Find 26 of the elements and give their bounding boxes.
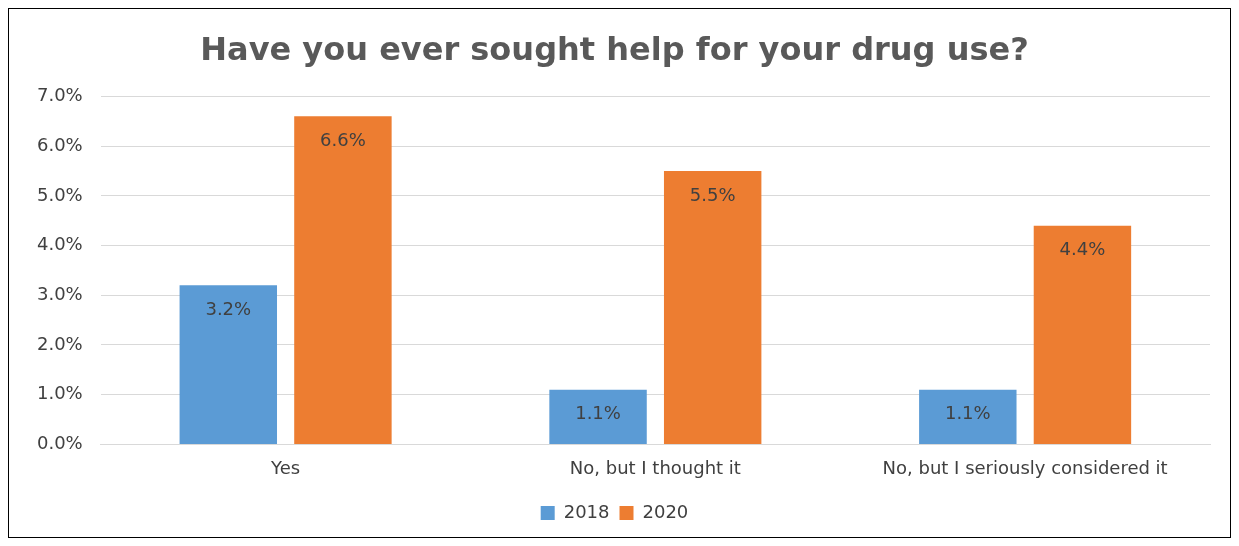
y-tick-label: 4.0% <box>37 233 83 255</box>
data-label: 3.2% <box>205 297 252 319</box>
y-tick-label: 0.0% <box>37 432 83 454</box>
bar <box>179 285 278 444</box>
bar <box>663 170 762 444</box>
bar <box>1033 225 1132 444</box>
x-tick-label: No, but I thought it <box>569 456 741 478</box>
y-tick-label: 7.0% <box>37 84 83 106</box>
y-tick-label: 3.0% <box>37 282 83 304</box>
bar <box>294 116 392 444</box>
data-label: 6.6% <box>320 128 366 150</box>
bar <box>549 389 647 444</box>
x-tick-label: Yes <box>270 456 301 478</box>
y-tick-label: 1.0% <box>37 382 83 404</box>
data-label: 4.4% <box>1059 238 1106 260</box>
bar <box>919 389 1017 444</box>
x-tick-label: No, but I seriously considered it <box>882 456 1168 478</box>
data-label: 1.1% <box>575 402 621 424</box>
y-tick-label: 6.0% <box>37 133 83 155</box>
data-label: 5.5% <box>689 183 736 205</box>
data-label: 1.1% <box>944 402 991 424</box>
legend-label: 2018 <box>563 500 610 522</box>
chart-title: Have you ever sought help for your drug use? <box>200 29 1029 68</box>
y-tick-label: 5.0% <box>37 183 83 205</box>
legend-label: 2020 <box>642 500 689 522</box>
y-tick-label: 2.0% <box>37 332 83 354</box>
